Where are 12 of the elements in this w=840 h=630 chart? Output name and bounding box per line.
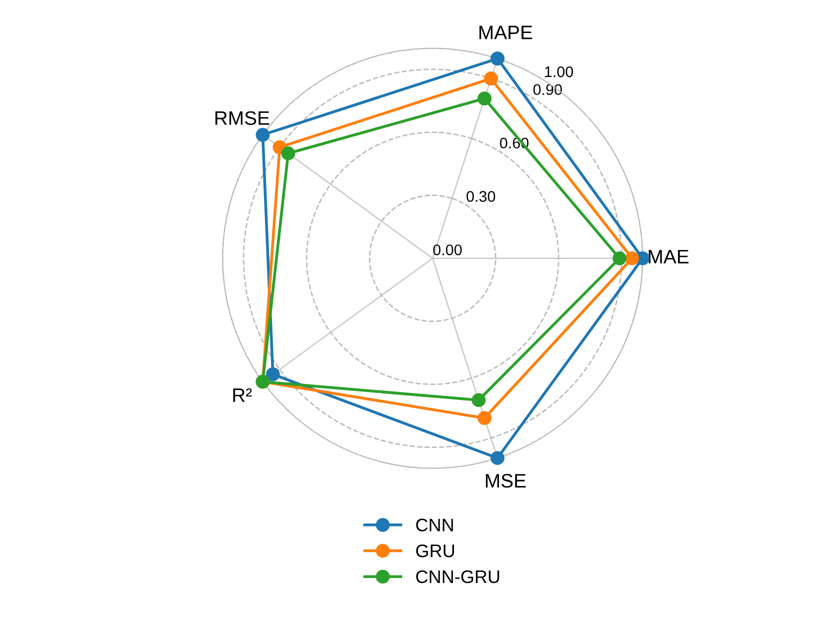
spoke-label: MSE: [486, 474, 526, 488]
y-tick-label: 0.00: [433, 244, 462, 256]
legend-label: GRU: [416, 544, 454, 558]
y-tick-label: 0.90: [533, 84, 562, 95]
spoke-label: MAPE: [479, 26, 532, 40]
legend-label: CNN: [416, 518, 453, 532]
spoke-label: MAE: [648, 250, 689, 264]
y-tick-label: 0.30: [466, 191, 496, 202]
spoke-label: RMSE: [215, 111, 270, 125]
legend-label: CNN-GRU: [416, 570, 500, 584]
spoke-label: R²: [233, 388, 252, 402]
y-tick-label: 1.00: [545, 66, 574, 78]
